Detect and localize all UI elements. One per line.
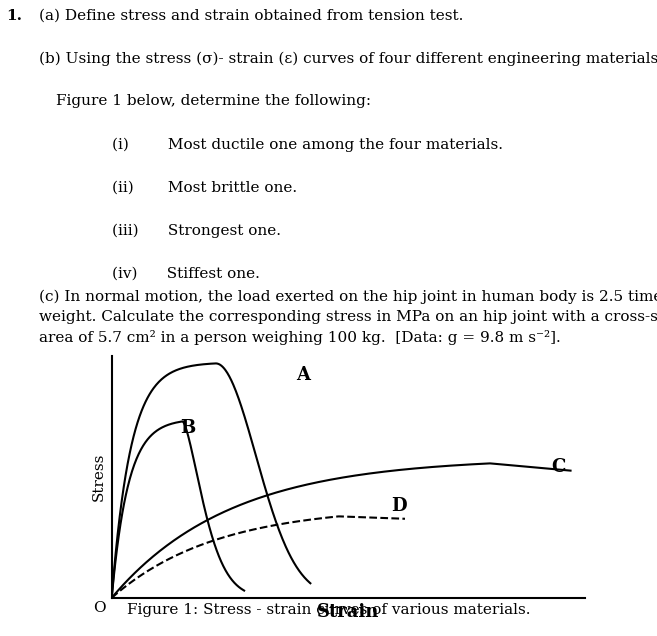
Y-axis label: Stress: Stress: [92, 453, 106, 501]
Text: (i)        Most ductile one among the four materials.: (i) Most ductile one among the four mate…: [112, 137, 503, 152]
Text: (a) Define stress and strain obtained from tension test.: (a) Define stress and strain obtained fr…: [39, 8, 464, 23]
Text: C: C: [552, 458, 566, 476]
Text: 1.: 1.: [7, 8, 22, 23]
Text: B: B: [180, 420, 196, 438]
Text: (ii)       Most brittle one.: (ii) Most brittle one.: [112, 181, 297, 195]
Text: (iv)      Stiffest one.: (iv) Stiffest one.: [112, 266, 260, 280]
Text: A: A: [296, 366, 310, 384]
Text: Figure 1: Stress - strain curves of various materials.: Figure 1: Stress - strain curves of vari…: [127, 603, 530, 617]
Text: Figure 1 below, determine the following:: Figure 1 below, determine the following:: [56, 94, 371, 109]
Text: (iii)      Strongest one.: (iii) Strongest one.: [112, 223, 281, 238]
Text: (c) In normal motion, the load exerted on the hip joint in human body is 2.5 tim: (c) In normal motion, the load exerted o…: [39, 290, 657, 345]
X-axis label: Strain: Strain: [317, 604, 379, 621]
Text: (b) Using the stress (σ)- strain (ε) curves of four different engineering materi: (b) Using the stress (σ)- strain (ε) cur…: [39, 52, 657, 66]
Text: D: D: [391, 497, 407, 515]
Text: O: O: [93, 602, 105, 616]
